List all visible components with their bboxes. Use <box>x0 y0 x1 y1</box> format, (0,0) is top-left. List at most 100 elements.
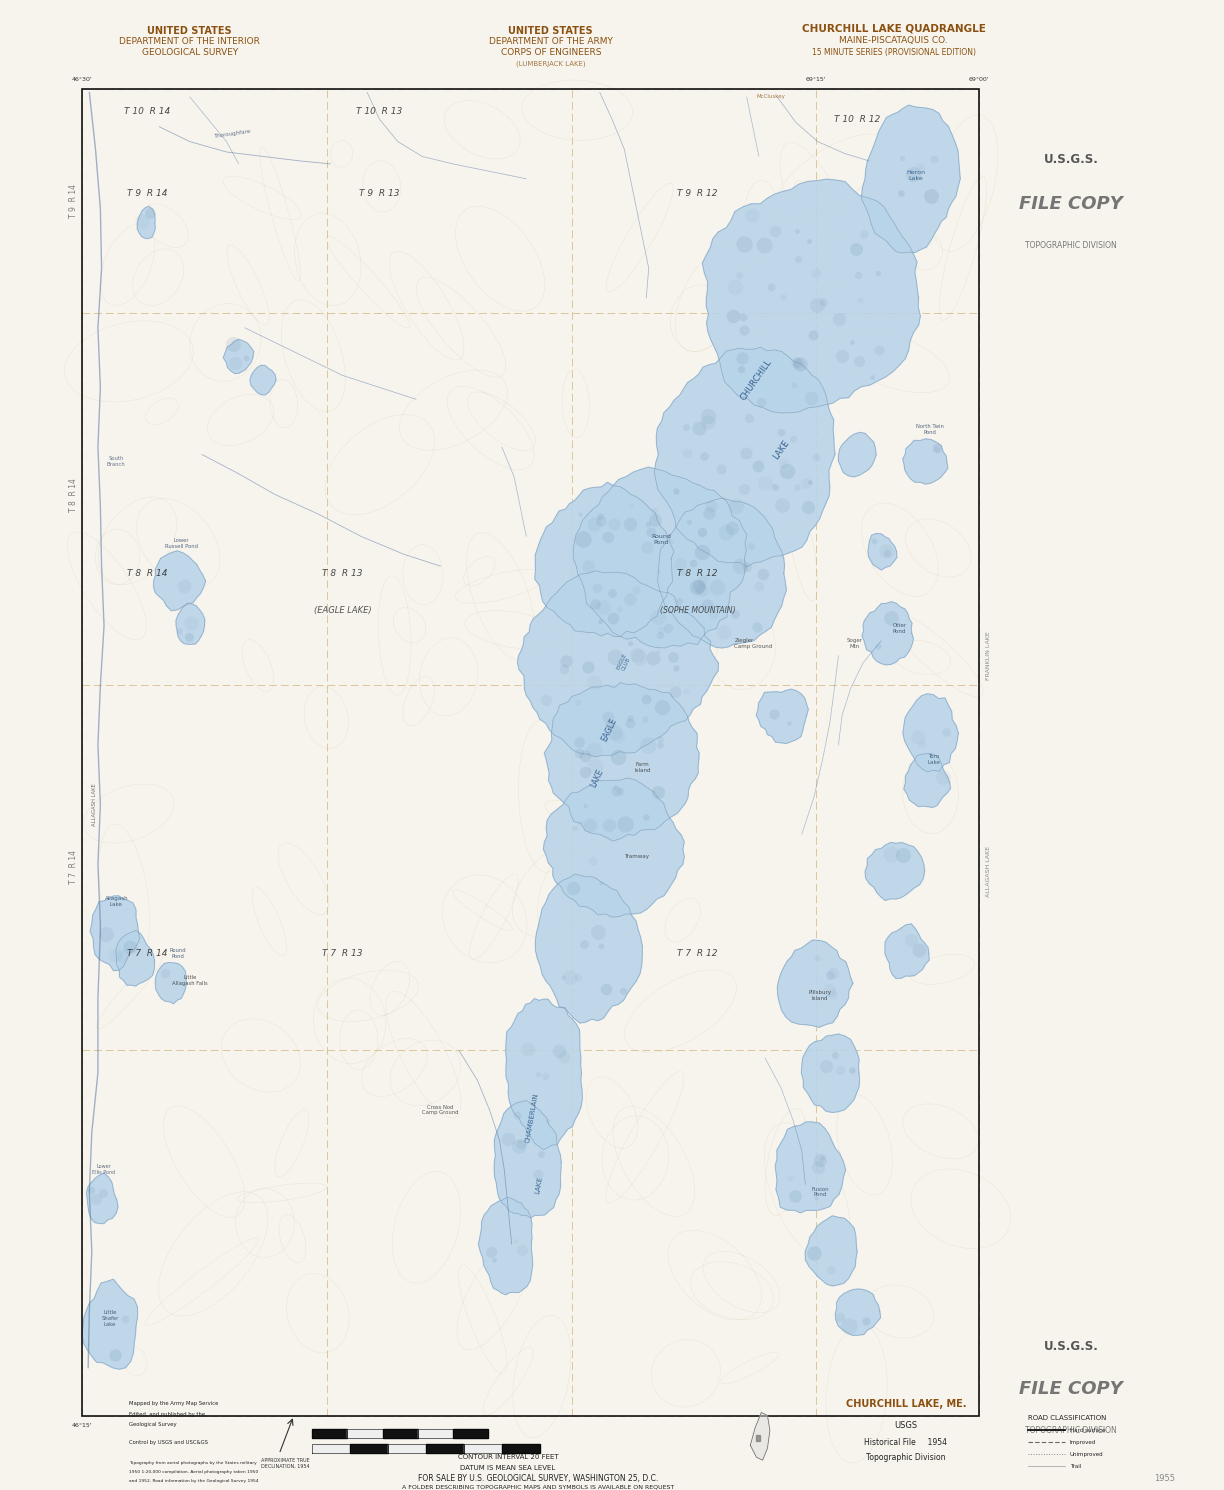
Polygon shape <box>862 602 913 665</box>
Text: DEPARTMENT OF THE ARMY: DEPARTMENT OF THE ARMY <box>488 37 613 46</box>
Text: CONTOUR INTERVAL 20 FEET: CONTOUR INTERVAL 20 FEET <box>458 1454 558 1460</box>
Text: LAKE: LAKE <box>589 767 606 788</box>
Polygon shape <box>137 207 155 238</box>
Text: 1955: 1955 <box>1154 1474 1175 1483</box>
Text: 46°30': 46°30' <box>72 77 92 82</box>
Polygon shape <box>777 940 853 1027</box>
Text: Topographic Division: Topographic Division <box>867 1453 945 1462</box>
Polygon shape <box>464 1444 502 1453</box>
Text: 46°15': 46°15' <box>72 1423 92 1427</box>
Polygon shape <box>312 1429 348 1438</box>
Text: FILE COPY: FILE COPY <box>1020 1380 1122 1398</box>
Text: Round
Pond: Round Pond <box>169 948 186 960</box>
Text: T 10  R 14: T 10 R 14 <box>124 107 170 116</box>
Text: T 7  R 13: T 7 R 13 <box>322 949 364 958</box>
Polygon shape <box>750 1413 770 1460</box>
Text: Control by USGS and USC&GS: Control by USGS and USC&GS <box>129 1439 208 1445</box>
Text: T 10  R 12: T 10 R 12 <box>834 115 880 124</box>
Polygon shape <box>903 694 958 772</box>
Polygon shape <box>535 483 674 636</box>
Text: FOR SALE BY U.S. GEOLOGICAL SURVEY, WASHINGTON 25, D.C.: FOR SALE BY U.S. GEOLOGICAL SURVEY, WASH… <box>419 1474 659 1483</box>
Text: McCluskey: McCluskey <box>756 94 786 100</box>
Text: A FOLDER DESCRIBING TOPOGRAPHIC MAPS AND SYMBOLS IS AVAILABLE ON REQUEST: A FOLDER DESCRIBING TOPOGRAPHIC MAPS AND… <box>403 1484 674 1490</box>
Text: UNITED STATES: UNITED STATES <box>147 27 233 36</box>
Polygon shape <box>903 440 947 484</box>
Polygon shape <box>868 533 897 571</box>
Polygon shape <box>835 1289 880 1335</box>
Polygon shape <box>535 875 643 1024</box>
Text: Round
Pond: Round Pond <box>651 533 671 545</box>
Polygon shape <box>703 179 920 413</box>
Polygon shape <box>506 998 583 1150</box>
Text: T 8  R 12: T 8 R 12 <box>677 569 718 578</box>
Polygon shape <box>479 1198 532 1295</box>
Text: Thoroughfare: Thoroughfare <box>214 130 251 139</box>
Polygon shape <box>903 754 951 808</box>
Text: (SOPHE MOUNTAIN): (SOPHE MOUNTAIN) <box>660 606 736 615</box>
Text: Hard surface: Hard surface <box>1070 1427 1105 1433</box>
Polygon shape <box>655 347 835 568</box>
Polygon shape <box>426 1444 464 1453</box>
Polygon shape <box>176 603 204 644</box>
Polygon shape <box>865 842 924 900</box>
Text: FRANKLIN LAKE: FRANKLIN LAKE <box>987 632 991 679</box>
Text: T 7  R 12: T 7 R 12 <box>677 949 718 958</box>
Text: Trail: Trail <box>1070 1463 1081 1469</box>
Text: ROAD CLASSIFICATION: ROAD CLASSIFICATION <box>1028 1416 1106 1421</box>
Polygon shape <box>885 924 929 979</box>
Text: ALLAGASH LAKE: ALLAGASH LAKE <box>987 846 991 897</box>
Text: T 9  R 14: T 9 R 14 <box>126 189 168 198</box>
Text: MAINE-PISCATAQUIS CO.: MAINE-PISCATAQUIS CO. <box>840 36 947 45</box>
Polygon shape <box>453 1429 488 1438</box>
Polygon shape <box>775 1122 846 1213</box>
Text: Cross Nod
Camp Ground: Cross Nod Camp Ground <box>422 1104 459 1116</box>
Polygon shape <box>87 1173 118 1223</box>
Text: North Twin
Pond: North Twin Pond <box>917 423 944 435</box>
Polygon shape <box>82 89 979 1416</box>
Polygon shape <box>756 1435 760 1441</box>
Polygon shape <box>543 778 684 918</box>
Text: Tramway: Tramway <box>624 854 649 860</box>
Text: T 8  R 14: T 8 R 14 <box>69 478 78 511</box>
Text: Ziegler
Camp Ground: Ziegler Camp Ground <box>734 638 772 650</box>
Text: T 10  R 13: T 10 R 13 <box>356 107 403 116</box>
Text: Soger
Mtn: Soger Mtn <box>846 638 863 650</box>
Text: T 7  R 14: T 7 R 14 <box>126 949 168 958</box>
Polygon shape <box>223 340 253 374</box>
Polygon shape <box>838 432 876 477</box>
Text: Little
Shafer
Lake: Little Shafer Lake <box>102 1310 119 1328</box>
Polygon shape <box>250 365 277 395</box>
Text: T 8  R 14: T 8 R 14 <box>126 569 168 578</box>
Text: Farm
Island: Farm Island <box>634 761 651 773</box>
Text: FILE COPY: FILE COPY <box>1020 195 1122 213</box>
Text: LAKE: LAKE <box>771 438 791 462</box>
Text: 15 MINUTE SERIES (PROVISIONAL EDITION): 15 MINUTE SERIES (PROVISIONAL EDITION) <box>812 48 976 57</box>
Text: and 1952. Road information by the Geological Survey 1954: and 1952. Road information by the Geolog… <box>129 1480 258 1483</box>
Text: CHURCHILL: CHURCHILL <box>739 358 774 402</box>
Text: LAKE: LAKE <box>534 1176 543 1193</box>
Polygon shape <box>348 1429 382 1438</box>
Text: Allagash
Lake: Allagash Lake <box>104 895 129 907</box>
Polygon shape <box>91 895 140 970</box>
Polygon shape <box>862 104 960 253</box>
Text: Topography from aerial photographs by the States military: Topography from aerial photographs by th… <box>129 1462 256 1465</box>
Text: Lower
Ellis Pond: Lower Ellis Pond <box>93 1164 115 1176</box>
Text: Heron
Lake: Heron Lake <box>906 170 925 182</box>
Text: T 9  R 14: T 9 R 14 <box>69 185 78 218</box>
Polygon shape <box>657 498 786 648</box>
Polygon shape <box>153 551 206 611</box>
Text: U.S.G.S.: U.S.G.S. <box>1044 1341 1098 1353</box>
Text: U.S.G.S.: U.S.G.S. <box>1044 153 1098 165</box>
Text: ALLAGASH LAKE: ALLAGASH LAKE <box>92 784 97 825</box>
Text: (LUMBERJACK LAKE): (LUMBERJACK LAKE) <box>517 61 585 67</box>
Text: Otter
Pond: Otter Pond <box>892 623 907 635</box>
Polygon shape <box>545 682 699 842</box>
Text: 69°00': 69°00' <box>969 77 989 82</box>
Polygon shape <box>312 1444 350 1453</box>
Text: UNITED STATES: UNITED STATES <box>508 27 594 36</box>
Text: Toro
Lake: Toro Lake <box>928 754 940 766</box>
Text: Improved: Improved <box>1070 1439 1095 1445</box>
Polygon shape <box>116 931 154 986</box>
Text: USGS: USGS <box>895 1421 917 1430</box>
Text: 69°15': 69°15' <box>807 77 826 82</box>
